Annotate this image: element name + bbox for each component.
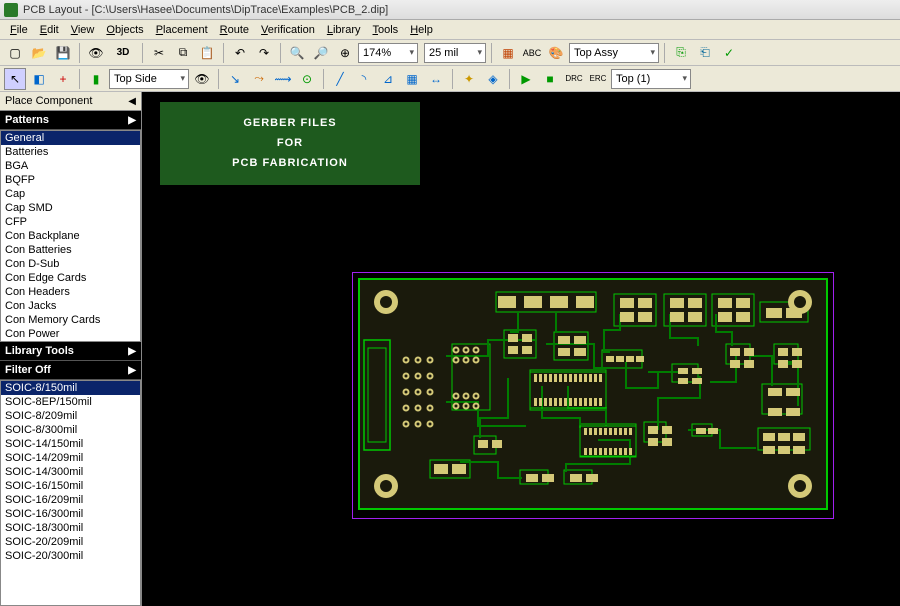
menu-bar: FileEditViewObjectsPlacementRouteVerific…: [0, 20, 900, 40]
list-item[interactable]: Con Memory Cards: [1, 313, 140, 327]
side-combo[interactable]: Top Side: [109, 69, 189, 89]
arc-icon[interactable]: ◝: [353, 68, 375, 90]
list-item[interactable]: Con Jacks: [1, 299, 140, 313]
text-tool-icon[interactable]: ABC: [521, 42, 543, 64]
zoom-combo[interactable]: 174%: [358, 43, 418, 63]
layer-combo[interactable]: Top (1): [611, 69, 691, 89]
list-item[interactable]: Con Power: [1, 327, 140, 341]
zoom-in-icon[interactable]: 🔎: [310, 42, 332, 64]
highlight-icon[interactable]: ✦: [458, 68, 480, 90]
grid-icon[interactable]: ▦: [401, 68, 423, 90]
toolbar-1: ▢ 📂 💾 👁 3D ✂ ⧉ 📋 ↶ ↷ 🔍 🔎 ⊕ 174% 25 mil ▦…: [0, 40, 900, 66]
open-icon[interactable]: 📂: [28, 42, 50, 64]
tool-b-icon[interactable]: ◈: [482, 68, 504, 90]
list-item[interactable]: SOIC-16/300mil: [1, 507, 140, 521]
list-item[interactable]: Con Edge Cards: [1, 271, 140, 285]
menu-help[interactable]: Help: [404, 22, 439, 38]
undo-icon[interactable]: ↶: [229, 42, 251, 64]
route-manual-icon[interactable]: ↘: [224, 68, 246, 90]
tool-a-icon[interactable]: ⊿: [377, 68, 399, 90]
menu-objects[interactable]: Objects: [100, 22, 149, 38]
sidebar: Place Component◀ Patterns▶ GeneralBatter…: [0, 92, 142, 606]
copy-icon[interactable]: ⧉: [172, 42, 194, 64]
app-icon: [4, 3, 18, 17]
list-item[interactable]: BGA: [1, 159, 140, 173]
menu-tools[interactable]: Tools: [367, 22, 405, 38]
title-bar: PCB Layout - [C:\Users\Hasee\Documents\D…: [0, 0, 900, 20]
patterns-list[interactable]: GeneralBatteriesBGABQFPCapCap SMDCFPCon …: [0, 130, 141, 342]
cut-icon[interactable]: ✂: [148, 42, 170, 64]
erc-icon[interactable]: ERC: [587, 68, 609, 90]
place-comp-icon[interactable]: ▮: [85, 68, 107, 90]
layer-icon[interactable]: ▦: [497, 42, 519, 64]
menu-verification[interactable]: Verification: [255, 22, 321, 38]
zoom-tool-icon[interactable]: ⊕: [334, 42, 356, 64]
window-title: PCB Layout - [C:\Users\Hasee\Documents\D…: [23, 4, 388, 16]
overlay-banner: GERBER FILES FOR PCB FABRICATION: [160, 102, 420, 185]
zoom-out-icon[interactable]: 🔍: [286, 42, 308, 64]
list-item[interactable]: SOIC-14/300mil: [1, 465, 140, 479]
unroute-icon[interactable]: ⟿: [272, 68, 294, 90]
menu-view[interactable]: View: [65, 22, 101, 38]
list-item[interactable]: SOIC-20/209mil: [1, 535, 140, 549]
list-item[interactable]: BQFP: [1, 173, 140, 187]
list-item[interactable]: SOIC-8EP/150mil: [1, 395, 140, 409]
menu-edit[interactable]: Edit: [34, 22, 65, 38]
measure-icon[interactable]: ◧: [28, 68, 50, 90]
grid-combo[interactable]: 25 mil: [424, 43, 486, 63]
list-item[interactable]: SOIC-14/209mil: [1, 451, 140, 465]
pcb-board: [352, 272, 834, 519]
pcb-canvas[interactable]: GERBER FILES FOR PCB FABRICATION: [142, 92, 900, 606]
import-icon[interactable]: ⎗: [694, 42, 716, 64]
via-icon[interactable]: ⊙: [296, 68, 318, 90]
find-icon[interactable]: 👁: [191, 68, 213, 90]
origin-icon[interactable]: +: [52, 68, 74, 90]
preview-icon[interactable]: 👁: [85, 42, 107, 64]
save-icon[interactable]: 💾: [52, 42, 74, 64]
drc-icon[interactable]: DRC: [563, 68, 585, 90]
list-item[interactable]: SOIC-8/150mil: [1, 381, 140, 395]
dim-icon[interactable]: ↔: [425, 68, 447, 90]
list-item[interactable]: Cap: [1, 187, 140, 201]
list-item[interactable]: SOIC-8/209mil: [1, 409, 140, 423]
list-item[interactable]: SOIC-16/150mil: [1, 479, 140, 493]
line-icon[interactable]: ╱: [329, 68, 351, 90]
list-item[interactable]: SOIC-8/300mil: [1, 423, 140, 437]
list-item[interactable]: Con Batteries: [1, 243, 140, 257]
list-item[interactable]: Con D-Sub: [1, 257, 140, 271]
3d-button[interactable]: 3D: [109, 42, 137, 64]
toolbar-2: ↖ ◧ + ▮ Top Side 👁 ↘ ⤳ ⟿ ⊙ ╱ ◝ ⊿ ▦ ↔ ✦ ◈…: [0, 66, 900, 92]
paste-icon[interactable]: 📋: [196, 42, 218, 64]
list-item[interactable]: SOIC-14/150mil: [1, 437, 140, 451]
menu-library[interactable]: Library: [321, 22, 367, 38]
stop-icon[interactable]: ■: [539, 68, 561, 90]
list-item[interactable]: SOIC-18/300mil: [1, 521, 140, 535]
filter-list[interactable]: SOIC-8/150milSOIC-8EP/150milSOIC-8/209mi…: [0, 380, 141, 606]
list-item[interactable]: Batteries: [1, 145, 140, 159]
filter-header[interactable]: Filter Off▶: [0, 361, 141, 380]
list-item[interactable]: Con Headers: [1, 285, 140, 299]
pointer-icon[interactable]: ↖: [4, 68, 26, 90]
check-icon[interactable]: ✓: [718, 42, 740, 64]
list-item[interactable]: SOIC-16/209mil: [1, 493, 140, 507]
new-icon[interactable]: ▢: [4, 42, 26, 64]
export-icon[interactable]: ⎘: [670, 42, 692, 64]
list-item[interactable]: General: [1, 131, 140, 145]
list-item[interactable]: CFP: [1, 215, 140, 229]
place-component-header[interactable]: Place Component◀: [0, 92, 141, 111]
list-item[interactable]: Con Backplane: [1, 229, 140, 243]
color-icon[interactable]: 🎨: [545, 42, 567, 64]
assy-layer-combo[interactable]: Top Assy: [569, 43, 659, 63]
route-auto-icon[interactable]: ⤳: [248, 68, 270, 90]
library-tools-header[interactable]: Library Tools▶: [0, 342, 141, 361]
patterns-header[interactable]: Patterns▶: [0, 111, 141, 130]
run-icon[interactable]: ▶: [515, 68, 537, 90]
redo-icon[interactable]: ↷: [253, 42, 275, 64]
menu-placement[interactable]: Placement: [150, 22, 214, 38]
menu-file[interactable]: File: [4, 22, 34, 38]
menu-route[interactable]: Route: [214, 22, 255, 38]
list-item[interactable]: SOIC-20/300mil: [1, 549, 140, 563]
list-item[interactable]: Cap SMD: [1, 201, 140, 215]
